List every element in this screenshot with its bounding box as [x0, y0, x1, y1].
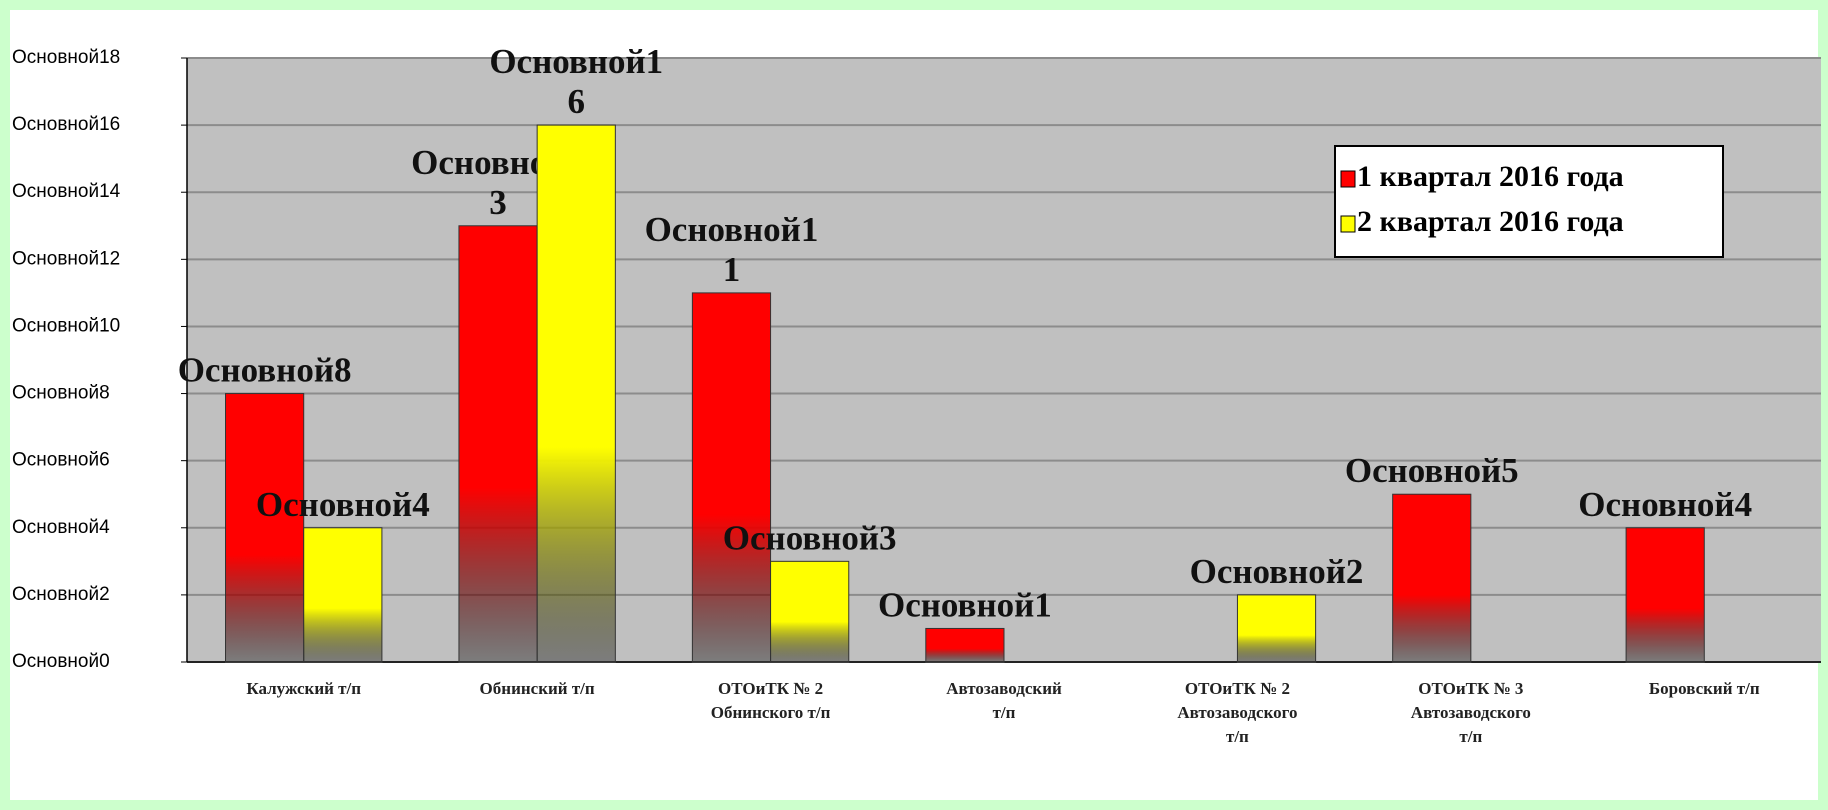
bar	[458, 225, 538, 663]
legend-swatch	[1340, 170, 1356, 188]
data-label: Основной1 1	[645, 210, 819, 289]
y-tick-label: Основной2	[12, 584, 110, 605]
bar	[925, 627, 1005, 663]
data-label: Основной5	[1345, 451, 1519, 490]
bar	[536, 124, 616, 663]
bar	[303, 527, 383, 663]
data-label: Основной1 6	[489, 42, 663, 121]
x-tick-label: ОТОиТК № 2 Обнинского т/п	[711, 679, 831, 722]
x-tick-label: ОТОиТК № 3 Автозаводского т/п	[1411, 679, 1531, 746]
data-label: Основной8	[178, 351, 352, 390]
legend-swatch	[1340, 215, 1356, 233]
data-label: Основной4	[1578, 485, 1752, 524]
bar	[225, 393, 305, 663]
bar	[1392, 493, 1472, 663]
y-tick-label: Основной14	[12, 181, 121, 202]
y-tick-label: Основной18	[12, 47, 120, 68]
bar	[1236, 594, 1317, 663]
x-tick-label: ОТОиТК № 2 Автозаводского т/п	[1177, 679, 1297, 746]
data-label: Основной1	[878, 585, 1052, 624]
data-label: Основной2	[1190, 552, 1364, 591]
x-tick-label: Обнинский т/п	[480, 679, 595, 698]
y-tick-label: Основной16	[12, 114, 120, 135]
y-tick-label: Основной0	[12, 651, 110, 672]
data-label: Основной3	[723, 518, 897, 557]
y-tick-label: Основной8	[12, 383, 110, 404]
x-tick-label: Калужский т/п	[246, 679, 361, 698]
y-tick-label: Основной10	[12, 315, 120, 336]
y-tick-label: Основной6	[12, 450, 110, 471]
y-tick-label: Основной12	[12, 248, 120, 269]
legend-label: 2 квартал 2016 года	[1357, 205, 1624, 238]
x-tick-label: Автозаводский т/п	[946, 679, 1062, 722]
bar	[770, 560, 850, 663]
y-tick-label: Основной4	[12, 517, 110, 538]
x-tick-label: Боровский т/п	[1649, 679, 1760, 698]
bar	[691, 292, 772, 663]
legend-label: 1 квартал 2016 года	[1357, 160, 1624, 193]
legend-box	[1334, 145, 1724, 258]
data-label: Основной4	[256, 485, 430, 524]
bar	[1625, 527, 1705, 663]
